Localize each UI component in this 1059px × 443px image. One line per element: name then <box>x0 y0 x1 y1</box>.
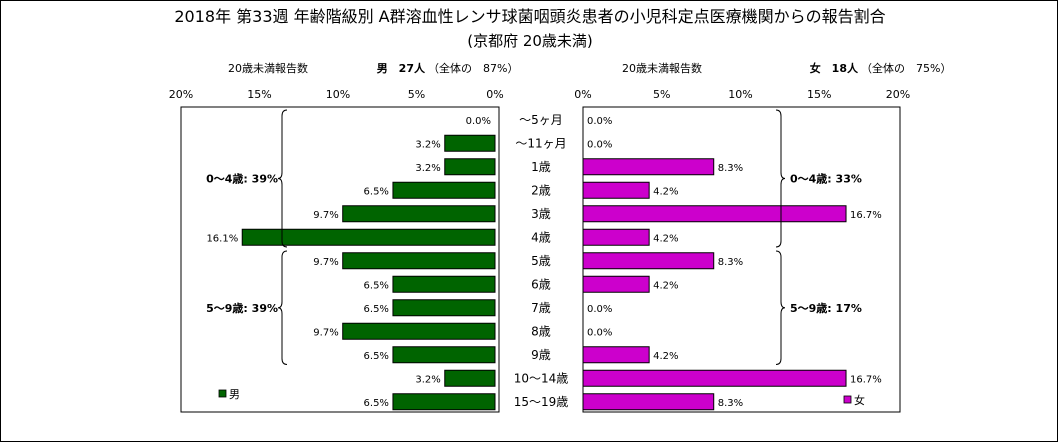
female-bar <box>582 393 715 411</box>
category-label: 4歳 <box>531 230 551 244</box>
category-label: ～11ヶ月 <box>515 136 566 150</box>
male-bar <box>444 158 496 176</box>
male-value-label: 6.5% <box>364 280 389 291</box>
male-tick-label: 15% <box>247 88 271 101</box>
male-legend-label: 男 <box>229 388 240 401</box>
female-value-label: 8.3% <box>718 398 743 409</box>
male-bar <box>342 205 496 223</box>
category-label: 10～14歳 <box>514 371 569 385</box>
female-legend-label: 女 <box>854 393 865 407</box>
female-legend-swatch <box>843 395 852 404</box>
female-bar <box>582 346 650 364</box>
female-header-label: 20歳未満報告数 <box>622 62 702 75</box>
female-bar <box>582 205 847 223</box>
male-value-label: 0.0% <box>466 116 491 127</box>
female-tick-label: 5% <box>653 88 670 101</box>
female-bar <box>582 158 715 176</box>
male-value-label: 6.5% <box>364 304 389 315</box>
female-tick-label: 0% <box>574 88 591 101</box>
female-group-label: 5～9歳: 17% <box>790 301 862 315</box>
female-bar <box>582 252 715 270</box>
female-value-label: 4.2% <box>653 233 678 244</box>
category-label: 8歳 <box>531 324 551 338</box>
category-label: 2歳 <box>531 183 551 197</box>
male-bar <box>392 181 496 199</box>
category-label: ～5ヶ月 <box>519 113 563 127</box>
male-group-brace <box>277 250 288 365</box>
female-bar <box>582 228 650 246</box>
male-bar <box>342 322 496 340</box>
male-header-share: （全体の 87%） <box>428 61 518 75</box>
male-bar <box>444 369 496 387</box>
male-bar <box>392 346 496 364</box>
female-group-label: 0～4歳: 33% <box>790 172 862 186</box>
female-value-label: 4.2% <box>653 186 678 197</box>
category-label: 15～19歳 <box>514 395 569 409</box>
male-value-label: 3.2% <box>415 374 440 385</box>
chart-title: 2018年 第33週 年齢階級別 A群溶血性レンサ球菌咽頭炎患者の小児科定点医療… <box>174 7 885 26</box>
male-bar <box>392 275 496 293</box>
male-tick-label: 20% <box>169 88 193 101</box>
male-group-label: 5～9歳: 39% <box>206 301 278 315</box>
female-header-title: 女 18人 <box>810 61 859 75</box>
female-value-label: 8.3% <box>718 163 743 174</box>
male-value-label: 9.7% <box>313 327 338 338</box>
female-bar <box>582 275 650 293</box>
female-value-label: 16.7% <box>850 374 882 385</box>
female-value-label: 0.0% <box>587 116 612 127</box>
male-bar <box>342 252 496 270</box>
male-group-brace <box>277 109 288 248</box>
male-plot-area <box>180 106 500 413</box>
male-value-label: 6.5% <box>364 398 389 409</box>
male-value-label: 6.5% <box>364 186 389 197</box>
category-label: 7歳 <box>531 301 551 315</box>
female-value-label: 0.0% <box>587 304 612 315</box>
female-value-label: 0.0% <box>587 327 612 338</box>
male-tick-label: 5% <box>408 88 425 101</box>
male-legend-swatch <box>218 389 227 398</box>
female-tick-label: 10% <box>728 88 752 101</box>
female-group-brace <box>775 250 786 365</box>
female-value-label: 0.0% <box>587 139 612 150</box>
male-bar <box>241 228 496 246</box>
category-label: 1歳 <box>531 160 551 174</box>
female-value-label: 16.7% <box>850 210 882 221</box>
male-bar <box>392 393 496 411</box>
male-bar <box>444 134 496 152</box>
male-header-title: 男 27人 <box>377 61 426 75</box>
male-tick-label: 10% <box>326 88 350 101</box>
male-tick-label: 0% <box>486 88 503 101</box>
male-value-label: 9.7% <box>313 257 338 268</box>
male-header-label: 20歳未満報告数 <box>228 62 308 75</box>
female-value-label: 4.2% <box>653 280 678 291</box>
male-value-label: 6.5% <box>364 351 389 362</box>
female-value-label: 8.3% <box>718 257 743 268</box>
chart-subtitle: (京都府 20歳未満) <box>467 32 593 50</box>
category-label: 5歳 <box>531 254 551 268</box>
male-value-label: 3.2% <box>415 163 440 174</box>
male-group-label: 0～4歳: 39% <box>206 172 278 186</box>
male-value-label: 3.2% <box>415 139 440 150</box>
female-group-brace <box>775 109 786 248</box>
female-tick-label: 15% <box>807 88 831 101</box>
category-label: 9歳 <box>531 348 551 362</box>
male-bar <box>392 299 496 317</box>
category-label: 3歳 <box>531 207 551 221</box>
female-bar <box>582 369 847 387</box>
category-label: 6歳 <box>531 277 551 291</box>
female-tick-label: 20% <box>886 88 910 101</box>
female-header-share: （全体の 75%） <box>861 61 951 75</box>
male-value-label: 9.7% <box>313 210 338 221</box>
male-value-label: 16.1% <box>206 233 238 244</box>
female-bar <box>582 181 650 199</box>
female-value-label: 4.2% <box>653 351 678 362</box>
